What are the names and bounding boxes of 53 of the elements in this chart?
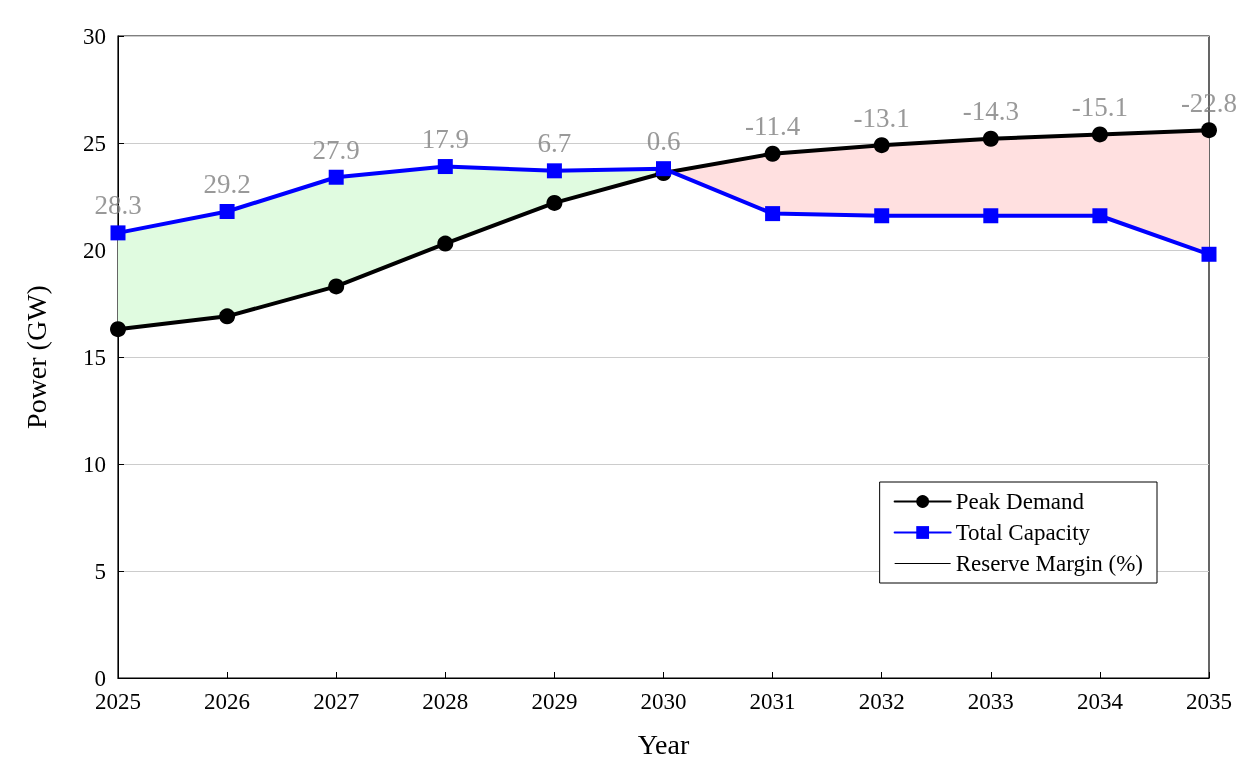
point	[1201, 122, 1217, 139]
x-tick-label: 2027	[313, 689, 360, 714]
annotation: 29.2	[203, 168, 251, 199]
annotation: -15.1	[1071, 91, 1129, 122]
annotation: -11.4	[744, 111, 801, 142]
point	[110, 225, 126, 241]
annotation: 0.6	[646, 126, 681, 157]
y-tick-label: 0	[94, 665, 106, 691]
x-tick-label: 2031	[749, 689, 796, 714]
point	[873, 137, 890, 154]
point	[874, 208, 890, 224]
point	[437, 159, 453, 175]
x-tick-label: 2033	[967, 689, 1014, 714]
point	[219, 203, 235, 219]
y-tick-label: 25	[83, 130, 106, 156]
point	[437, 235, 454, 252]
point	[546, 194, 563, 211]
legend-label: Peak Demand	[955, 489, 1085, 514]
annotation: -14.3	[962, 96, 1019, 127]
point	[765, 206, 781, 222]
point	[1201, 246, 1217, 262]
point	[546, 163, 562, 179]
point	[328, 169, 344, 185]
x-tick-label: 2026	[204, 689, 251, 714]
annotation: 27.9	[312, 134, 360, 165]
x-tick-label: 2029	[531, 689, 578, 714]
point	[219, 308, 236, 325]
point	[110, 321, 126, 338]
x-tick-label: 2025	[95, 689, 141, 714]
annotation: 6.7	[537, 128, 572, 159]
x-tick-label: 2030	[640, 689, 687, 714]
y-tick-label: 20	[83, 237, 106, 263]
y-tick-label: 15	[83, 344, 106, 370]
y-tick-label: 5	[94, 558, 106, 584]
y-tick-label: 10	[83, 451, 106, 477]
x-tick-label: 2034	[1076, 689, 1124, 714]
x-tick-label: 2028	[422, 689, 469, 714]
legend-label: Reserve Margin (%)	[955, 551, 1144, 576]
point	[1092, 208, 1108, 224]
point	[982, 130, 999, 147]
x-tick-label: 2032	[858, 689, 905, 714]
point	[983, 208, 999, 224]
y-tick-label: 30	[83, 23, 106, 49]
x-tick-label: 2035	[1186, 689, 1232, 714]
legend-label: Total Capacity	[955, 520, 1091, 545]
x-axis-title: Year	[637, 728, 690, 760]
annotation: 17.9	[421, 124, 469, 155]
point	[328, 278, 345, 295]
point	[656, 161, 671, 177]
point	[1091, 126, 1108, 143]
y-axis-title: Power (GW)	[20, 285, 52, 429]
point	[764, 145, 781, 162]
annotation: -13.1	[853, 102, 910, 133]
